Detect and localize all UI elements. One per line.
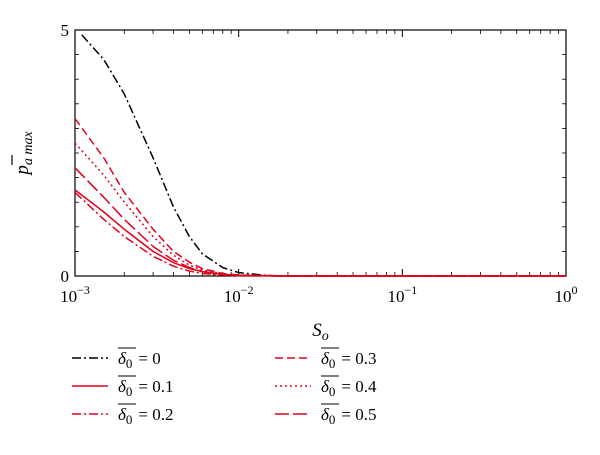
x-tick-exponent: −2 [241, 283, 254, 297]
series-line-5 [74, 167, 566, 277]
x-tick-base: 10 [60, 287, 77, 306]
legend-value: = 0.2 [138, 405, 173, 424]
legend-value: = 0.5 [341, 405, 376, 424]
legend-subscript: 0 [126, 356, 133, 371]
x-tick-label: 100 [555, 283, 578, 306]
x-tick-label: 10−2 [224, 283, 254, 306]
legend-label: δ0 = 0.3 [321, 349, 377, 371]
series-layer [74, 34, 566, 277]
series-line-2 [74, 191, 566, 277]
legend-label: δ0 = 0 [118, 349, 161, 371]
legend-value: = 0 [138, 349, 160, 368]
plot-frame [74, 29, 567, 277]
x-tick-exponent: −1 [404, 283, 417, 297]
legend-value: = 0.4 [341, 377, 377, 396]
y-axis-title-subscript: a max [21, 131, 36, 166]
legend-label: δ0 = 0.1 [118, 377, 174, 399]
legend-value: = 0.1 [138, 377, 173, 396]
legend-item: δ0 = 0.1 [72, 375, 174, 399]
legend-symbol: δ [118, 405, 127, 424]
x-tick-exponent: −3 [77, 283, 90, 297]
y-tick-label: 0 [61, 267, 70, 286]
legend-item: δ0 = 0 [72, 347, 161, 371]
legend-item: δ0 = 0.4 [275, 375, 377, 399]
series-line-0 [81, 34, 566, 277]
legend-item: δ0 = 0.2 [72, 403, 174, 427]
legend-subscript: 0 [126, 384, 133, 399]
legend: δ0 = 0δ0 = 0.1δ0 = 0.2δ0 = 0.3δ0 = 0.4δ0 = 0.5 [72, 347, 377, 427]
legend-symbol: δ [321, 377, 330, 396]
x-axis-title-symbol: S [312, 320, 322, 341]
legend-symbol: δ [118, 349, 127, 368]
y-axis-title: pa max [11, 131, 36, 177]
x-tick-label: 10−3 [60, 283, 90, 306]
legend-subscript: 0 [126, 412, 133, 427]
x-tick-base: 10 [555, 287, 572, 306]
legend-label: δ0 = 0.4 [321, 377, 377, 399]
legend-symbol: δ [118, 377, 127, 396]
series-line-3 [74, 118, 566, 277]
x-tick-label: 10−1 [387, 283, 417, 306]
series-line-1 [74, 189, 566, 277]
legend-subscript: 0 [329, 356, 336, 371]
legend-symbol: δ [321, 405, 330, 424]
svg-text:pa max: pa max [12, 131, 36, 177]
x-tick-exponent: 0 [572, 283, 578, 297]
legend-subscript: 0 [329, 384, 336, 399]
y-axis-title-symbol: p [12, 165, 33, 177]
x-axis-title-subscript: o [322, 329, 329, 344]
legend-label: δ0 = 0.5 [321, 405, 377, 427]
x-tick-base: 10 [224, 287, 241, 306]
legend-label: δ0 = 0.2 [118, 405, 174, 427]
legend-item: δ0 = 0.3 [275, 347, 377, 371]
x-axis-title: So [312, 320, 329, 344]
x-tick-base: 10 [387, 287, 404, 306]
legend-subscript: 0 [329, 412, 336, 427]
y-tick-label: 5 [61, 21, 70, 40]
series-line-4 [74, 142, 566, 277]
legend-symbol: δ [321, 349, 330, 368]
legend-value: = 0.3 [341, 349, 376, 368]
legend-item: δ0 = 0.5 [275, 403, 377, 427]
